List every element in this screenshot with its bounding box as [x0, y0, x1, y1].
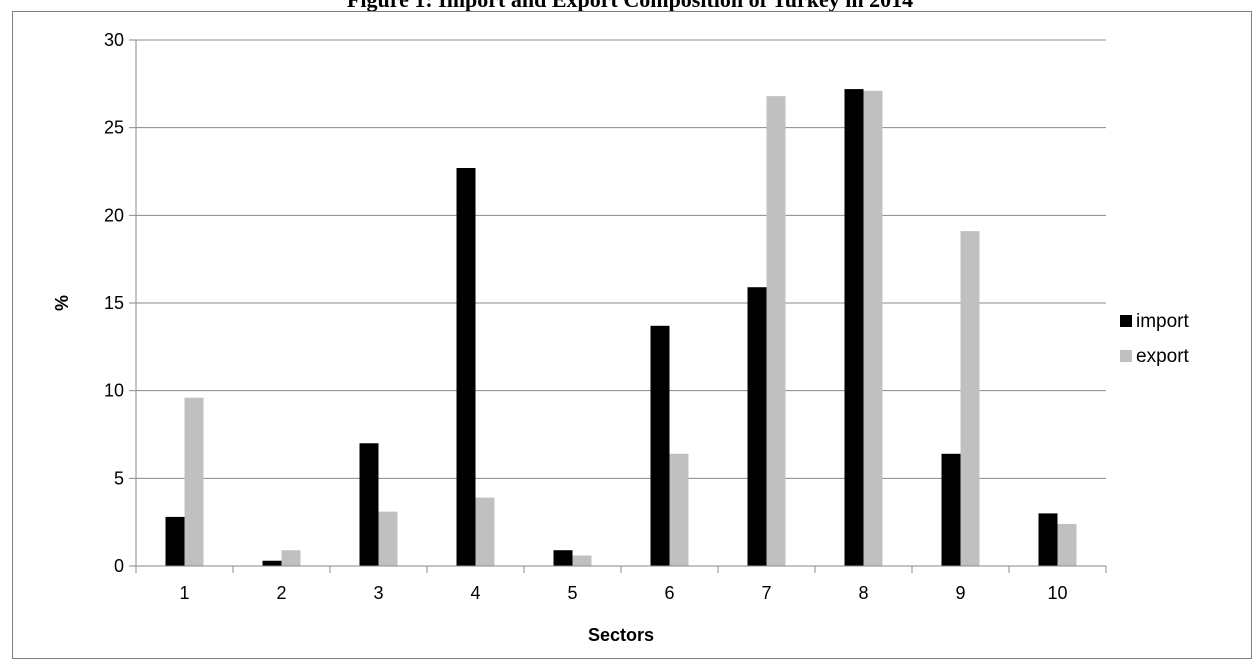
- bar-import: [165, 516, 185, 566]
- x-tick-label: 7: [761, 583, 771, 603]
- bar-import: [553, 550, 573, 566]
- bar-export: [475, 497, 495, 566]
- y-tick-label: 0: [114, 556, 124, 576]
- bar-export: [863, 90, 883, 566]
- x-tick-label: 8: [858, 583, 868, 603]
- bar-export: [572, 555, 592, 566]
- x-tick-label: 5: [567, 583, 577, 603]
- bar-export: [184, 397, 204, 566]
- x-tick-label: 6: [664, 583, 674, 603]
- x-tick-label: 3: [373, 583, 383, 603]
- bar-import: [650, 325, 670, 566]
- x-tick-label: 2: [276, 583, 286, 603]
- legend-swatch-export: [1120, 350, 1132, 362]
- x-tick-label: 4: [470, 583, 480, 603]
- x-tick-label: 1: [179, 583, 189, 603]
- y-tick-label: 10: [104, 381, 124, 401]
- bar-export: [378, 511, 398, 566]
- x-axis-label: Sectors: [588, 625, 654, 645]
- bar-import: [359, 443, 379, 566]
- bar-export: [669, 453, 689, 566]
- bar-export: [766, 96, 786, 567]
- x-tick-label: 9: [955, 583, 965, 603]
- legend: import export: [1120, 311, 1190, 367]
- y-tick-label: 25: [104, 118, 124, 138]
- axes: [135, 40, 1107, 573]
- y-tick-label: 5: [114, 468, 124, 488]
- bar-import: [1038, 513, 1058, 566]
- bar-export: [281, 550, 301, 566]
- y-tick-label: 15: [104, 293, 124, 313]
- x-tick-label: 10: [1047, 583, 1067, 603]
- chart-title: Figure 1: Import and Export Composition …: [0, 0, 1260, 13]
- bar-import: [456, 167, 476, 566]
- bar-export: [1057, 523, 1077, 566]
- y-tick-label: 20: [104, 205, 124, 225]
- bar-import: [747, 287, 767, 566]
- legend-label-import: import: [1136, 311, 1190, 332]
- y-axis-label: %: [52, 295, 72, 311]
- bar-import: [844, 89, 864, 567]
- legend-label-export: export: [1136, 346, 1190, 367]
- y-tick-label: 30: [104, 30, 124, 50]
- legend-swatch-import: [1120, 315, 1132, 327]
- bar-import: [941, 453, 961, 566]
- bar-export: [960, 231, 980, 566]
- gridlines: [129, 39, 1106, 567]
- bars: [165, 89, 1077, 567]
- tick-labels: 0 5 10 15 20 25 30 1 2 3 4 5 6 7 8 9 10: [104, 30, 1068, 603]
- bar-import: [262, 560, 282, 566]
